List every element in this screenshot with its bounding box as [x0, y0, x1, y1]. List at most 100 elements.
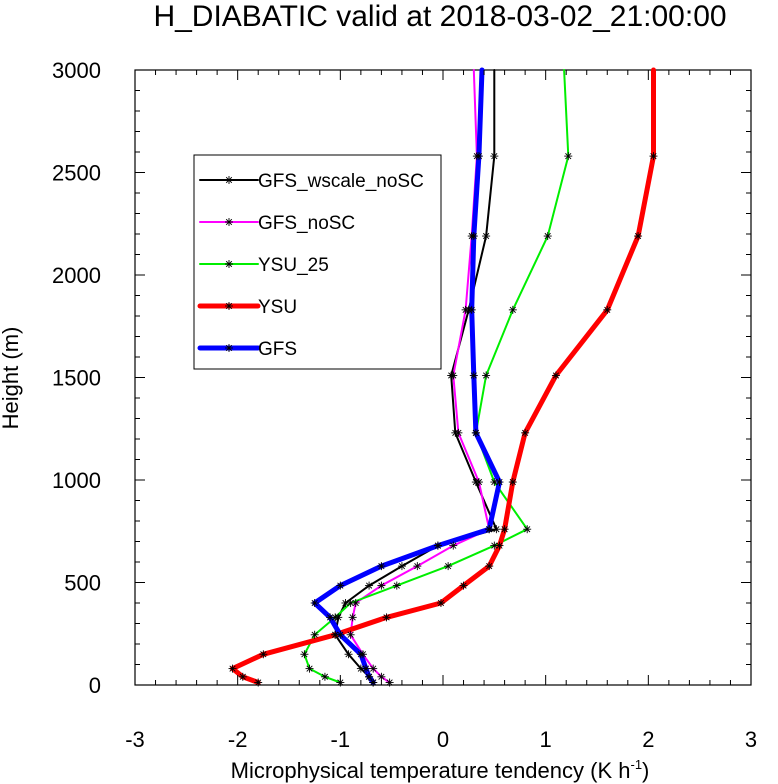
data-point-YSU	[551, 371, 560, 380]
data-point-YSU	[634, 232, 643, 241]
x-tick-label: 2	[642, 727, 654, 752]
data-point-YSU	[603, 305, 612, 314]
data-point-GFS_wscale_noSC	[344, 650, 353, 659]
y-tick-label: 1000	[52, 468, 101, 493]
data-point-GFS_noSC	[449, 371, 458, 380]
data-point-GFS_noSC	[369, 664, 378, 673]
legend-marker	[225, 260, 233, 268]
data-point-GFS	[310, 599, 319, 607]
legend: GFS_wscale_noSC GFS_noSC YSU_25 YSU GFS	[193, 154, 442, 370]
data-point-YSU_25	[508, 305, 517, 314]
data-point-GFS	[467, 305, 476, 314]
y-tick-label: 0	[89, 673, 101, 698]
data-point-GFS	[474, 152, 483, 161]
legend-label: GFS	[258, 339, 297, 360]
legend-box	[193, 154, 442, 370]
data-point-YSU_25	[564, 152, 573, 161]
data-point-YSU	[500, 525, 509, 534]
data-point-GFS_noSC	[385, 678, 394, 687]
legend-entry: GFS_wscale_noSC	[199, 171, 424, 192]
legend-label: YSU_25	[258, 255, 329, 276]
data-point-GFS_noSC	[377, 672, 386, 681]
y-axis-label: Height (m)	[0, 327, 23, 430]
data-point-GFS	[356, 650, 365, 659]
data-point-YSU	[649, 152, 658, 161]
data-point-GFS_wscale_noSC	[492, 525, 501, 534]
y-tick-labels: 0 500 1000 1500 2000 2500 3000	[52, 58, 101, 698]
y-tick-label: 1500	[52, 366, 101, 391]
data-point-YSU_25	[482, 371, 491, 380]
data-point-YSU_25	[444, 562, 453, 571]
x-tick-label: 1	[540, 727, 552, 752]
data-point-GFS	[469, 232, 478, 241]
y-tick-label: 2500	[52, 161, 101, 186]
data-point-YSU	[485, 562, 494, 571]
x-tick-label: 3	[745, 727, 757, 752]
data-point-GFS_wscale_noSC	[482, 232, 491, 241]
data-point-YSU_25	[320, 672, 329, 681]
x-axis-label-close: )	[642, 758, 649, 783]
legend-entry: YSU_25	[199, 255, 329, 276]
data-point-YSU	[228, 664, 237, 673]
data-point-YSU	[521, 428, 530, 437]
data-point-YSU	[508, 478, 517, 487]
x-tick-label: -3	[125, 727, 145, 752]
data-point-GFS_noSC	[346, 630, 355, 639]
data-point-GFS_noSC	[413, 562, 422, 571]
data-point-YSU_25	[310, 630, 319, 639]
x-tick-label: -1	[331, 727, 351, 752]
x-tick-labels: -3 -2 -1 0 1 2 3	[125, 727, 757, 752]
data-point-YSU_25	[346, 599, 355, 607]
legend-entry: GFS_noSC	[199, 213, 355, 234]
data-point-YSU	[495, 541, 504, 550]
data-point-GFS_wscale_noSC	[356, 664, 365, 673]
legend-marker	[225, 176, 233, 184]
data-point-GFS	[365, 672, 374, 681]
y-tick-label: 2000	[52, 263, 101, 288]
data-point-YSU_25	[392, 581, 401, 590]
data-point-GFS	[433, 541, 442, 550]
data-point-GFS	[336, 581, 345, 590]
series-line-YSU_25	[303, 69, 570, 684]
data-point-GFS	[485, 525, 494, 534]
ticks-layer	[134, 69, 752, 686]
data-point-GFS	[377, 562, 386, 571]
data-point-YSU_25	[543, 232, 552, 241]
data-point-YSU_25	[490, 541, 499, 550]
x-axis-label: Microphysical temperature tendency (K h-…	[231, 757, 650, 783]
x-tick-label: -2	[228, 727, 248, 752]
data-point-GFS	[495, 478, 504, 487]
y-tick-label: 3000	[52, 58, 101, 83]
data-point-YSU	[238, 672, 247, 681]
data-point-GFS	[362, 664, 370, 673]
x-tick-label: 0	[437, 727, 449, 752]
data-point-YSU_25	[523, 525, 532, 534]
data-point-GFS_wscale_noSC	[490, 152, 499, 161]
x-axis-label-main: Microphysical temperature tendency (K h	[231, 758, 631, 783]
data-point-GFS_noSC	[461, 305, 470, 314]
data-point-GFS_wscale_noSC	[365, 581, 374, 590]
data-point-YSU_25	[305, 664, 314, 673]
y-tick-label: 500	[64, 571, 101, 596]
legend-entry: YSU	[197, 297, 297, 318]
data-point-YSU	[436, 599, 445, 607]
legend-marker	[225, 302, 233, 310]
series-line-YSU	[230, 67, 656, 685]
data-point-GFS_noSC	[474, 478, 483, 487]
legend-entry: GFS	[197, 339, 297, 360]
series-line-GFS	[312, 67, 502, 685]
data-point-YSU	[259, 650, 268, 659]
legend-label: YSU	[258, 297, 297, 318]
data-point-YSU_25	[490, 478, 499, 487]
data-point-GFS	[471, 428, 480, 437]
data-point-YSU_25	[300, 650, 309, 659]
x-axis-label-sup: -1	[630, 757, 642, 772]
legend-label: GFS_noSC	[258, 213, 355, 234]
data-point-YSU	[459, 581, 468, 590]
legend-marker	[225, 218, 233, 226]
data-point-GFS	[326, 613, 335, 622]
data-point-GFS_wscale_noSC	[397, 562, 406, 571]
data-point-GFS_noSC	[449, 541, 458, 550]
series-line-GFS_noSC	[349, 69, 491, 684]
